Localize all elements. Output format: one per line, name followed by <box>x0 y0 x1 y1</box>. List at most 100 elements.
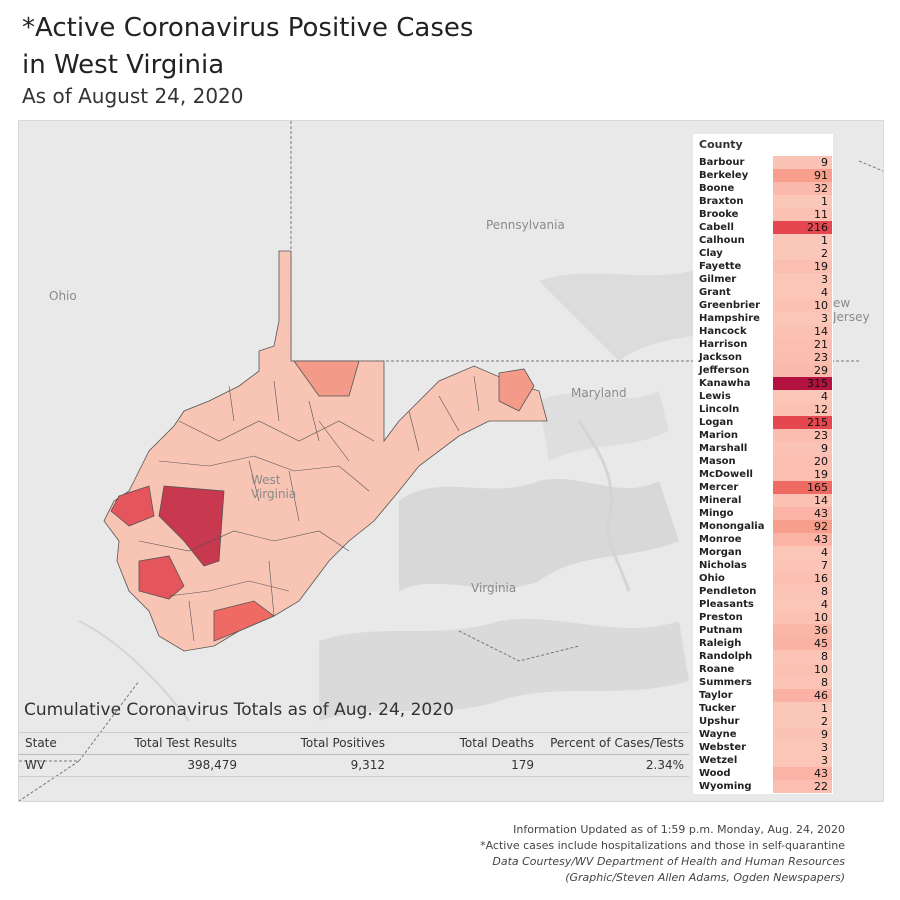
county-row[interactable]: 10 Greenbrier <box>693 299 833 312</box>
county-name: Lincoln <box>699 404 740 415</box>
county-row[interactable]: 2 Clay <box>693 247 833 260</box>
county-row[interactable]: 8 Randolph <box>693 650 833 663</box>
county-row[interactable]: 4 Lewis <box>693 390 833 403</box>
county-row[interactable]: 1 Calhoun <box>693 234 833 247</box>
county-row[interactable]: 91 Berkeley <box>693 169 833 182</box>
county-row[interactable]: 4 Pleasants <box>693 598 833 611</box>
county-name: Randolph <box>699 651 753 662</box>
county-value-cell: 3 <box>773 754 832 767</box>
county-row[interactable]: 3 Gilmer <box>693 273 833 286</box>
title-line-1: *Active Coronavirus Positive Cases <box>22 13 474 43</box>
county-value-cell: 7 <box>773 559 832 572</box>
county-value: 1 <box>821 702 828 715</box>
county-value: 43 <box>814 767 828 780</box>
state-border <box>19 760 80 801</box>
county-mercer[interactable] <box>213 600 275 642</box>
county-name: Logan <box>699 417 734 428</box>
county-row[interactable]: 3 Hampshire <box>693 312 833 325</box>
county-value-cell: 21 <box>773 338 832 351</box>
county-row[interactable]: 8 Pendleton <box>693 585 833 598</box>
county-value-cell: 216 <box>773 221 832 234</box>
county-row[interactable]: 23 Jackson <box>693 351 833 364</box>
county-value: 3 <box>821 273 828 286</box>
county-row[interactable]: 7 Nicholas <box>693 559 833 572</box>
county-kanawha[interactable] <box>158 485 225 567</box>
county-row[interactable]: 3 Wetzel <box>693 754 833 767</box>
county-row[interactable]: 43 Wood <box>693 767 833 780</box>
county-row[interactable]: 22 Wyoming <box>693 780 833 793</box>
county-row[interactable]: 19 Fayette <box>693 260 833 273</box>
county-row[interactable]: 8 Summers <box>693 676 833 689</box>
county-value: 20 <box>814 455 828 468</box>
county-row[interactable]: 12 Lincoln <box>693 403 833 416</box>
county-value: 4 <box>821 546 828 559</box>
county-row[interactable]: 11 Brooke <box>693 208 833 221</box>
county-value: 216 <box>807 221 828 234</box>
county-row[interactable]: 3 Webster <box>693 741 833 754</box>
county-logan[interactable] <box>138 555 185 600</box>
county-row[interactable]: 16 Ohio <box>693 572 833 585</box>
county-row[interactable]: 10 Preston <box>693 611 833 624</box>
county-value: 45 <box>814 637 828 650</box>
county-name: Jackson <box>699 352 742 363</box>
county-value-cell: 20 <box>773 455 832 468</box>
county-value: 43 <box>814 533 828 546</box>
footer-note: *Active cases include hospitalizations a… <box>480 839 845 852</box>
county-row[interactable]: 315 Kanawha <box>693 377 833 390</box>
county-name: Fayette <box>699 261 742 272</box>
county-name: Pleasants <box>699 599 754 610</box>
county-borders <box>138 375 480 642</box>
county-name: Grant <box>699 287 731 298</box>
county-name: Mercer <box>699 482 739 493</box>
county-row[interactable]: 165 Mercer <box>693 481 833 494</box>
county-monongalia[interactable] <box>293 360 360 397</box>
county-value-cell: 3 <box>773 273 832 286</box>
cell-tests: 398,479 <box>187 758 237 772</box>
county-row[interactable]: 36 Putnam <box>693 624 833 637</box>
county-name: Monongalia <box>699 521 765 532</box>
label-new-jersey: ew Jersey <box>833 296 870 324</box>
county-row[interactable]: 14 Hancock <box>693 325 833 338</box>
county-value-cell: 22 <box>773 780 832 793</box>
county-row[interactable]: 9 Barbour <box>693 156 833 169</box>
county-row[interactable]: 46 Taylor <box>693 689 833 702</box>
county-row[interactable]: 19 McDowell <box>693 468 833 481</box>
footer-source: Data Courtesy/WV Department of Health an… <box>492 855 845 868</box>
county-row[interactable]: 43 Mingo <box>693 507 833 520</box>
county-row[interactable]: 21 Harrison <box>693 338 833 351</box>
label-west-virginia: West Virginia <box>251 473 297 501</box>
county-row[interactable]: 216 Cabell <box>693 221 833 234</box>
county-row[interactable]: 9 Wayne <box>693 728 833 741</box>
county-value: 8 <box>821 585 828 598</box>
county-value-cell: 215 <box>773 416 832 429</box>
county-row[interactable]: 2 Upshur <box>693 715 833 728</box>
county-header: County <box>699 138 743 151</box>
county-row[interactable]: 10 Roane <box>693 663 833 676</box>
county-row[interactable]: 1 Braxton <box>693 195 833 208</box>
county-row[interactable]: 4 Grant <box>693 286 833 299</box>
county-cabell[interactable] <box>110 485 155 527</box>
county-row[interactable]: 14 Mineral <box>693 494 833 507</box>
county-row[interactable]: 9 Marshall <box>693 442 833 455</box>
county-value-cell: 43 <box>773 767 832 780</box>
county-value-cell: 91 <box>773 169 832 182</box>
county-row[interactable]: 23 Marion <box>693 429 833 442</box>
county-row[interactable]: 43 Monroe <box>693 533 833 546</box>
county-row[interactable]: 20 Mason <box>693 455 833 468</box>
county-row[interactable]: 215 Logan <box>693 416 833 429</box>
county-row[interactable]: 92 Monongalia <box>693 520 833 533</box>
county-row[interactable]: 29 Jefferson <box>693 364 833 377</box>
county-value-cell: 36 <box>773 624 832 637</box>
county-value-cell: 4 <box>773 546 832 559</box>
county-value-cell: 23 <box>773 429 832 442</box>
county-row[interactable]: 1 Tucker <box>693 702 833 715</box>
county-row[interactable]: 4 Morgan <box>693 546 833 559</box>
west-virginia-map[interactable] <box>103 250 548 652</box>
totals-title: Cumulative Coronavirus Totals as of Aug.… <box>24 700 454 720</box>
county-berkeley[interactable] <box>498 368 535 412</box>
county-value: 23 <box>814 429 828 442</box>
county-value: 3 <box>821 754 828 767</box>
county-row[interactable]: 45 Raleigh <box>693 637 833 650</box>
county-name: Wyoming <box>699 781 752 792</box>
county-row[interactable]: 32 Boone <box>693 182 833 195</box>
